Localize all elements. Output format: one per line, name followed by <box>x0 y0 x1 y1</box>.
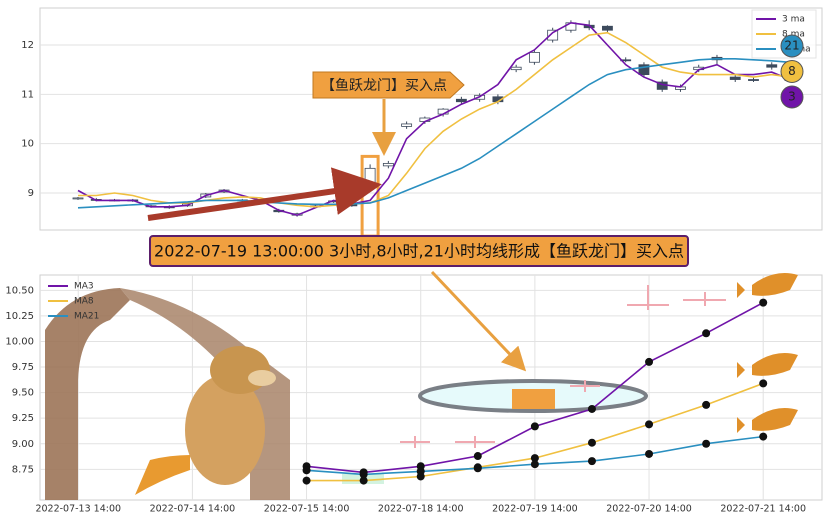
end-marker <box>780 34 804 58</box>
decoration <box>45 272 798 500</box>
series-point <box>587 404 596 413</box>
series-point <box>702 329 711 338</box>
candle-body <box>510 66 522 71</box>
series-point <box>587 438 596 447</box>
series-point <box>702 439 711 448</box>
candle-body <box>455 98 467 103</box>
end-marker <box>780 60 804 83</box>
series-point <box>359 470 368 479</box>
legend-label: 3 ma <box>782 15 805 25</box>
x-tick-label: 2022-07-21 14:00 <box>720 504 806 515</box>
end-marker-label: 8 <box>788 64 796 78</box>
banner-box <box>149 235 689 267</box>
series-point <box>530 460 539 469</box>
candle-body <box>547 29 559 41</box>
signal-box <box>512 389 555 409</box>
series-point <box>530 422 539 431</box>
series-point <box>759 379 768 388</box>
series-point <box>473 452 482 461</box>
series-point <box>473 464 482 473</box>
banner: 2022-07-19 13:00:00 3小时,8小时,21小时均线形成【鱼跃龙… <box>149 235 689 372</box>
banner-text: 2022-07-19 13:00:00 3小时,8小时,21小时均线形成【鱼跃龙… <box>154 242 684 261</box>
series-point <box>645 357 654 366</box>
candle-body <box>401 123 413 127</box>
candle-body <box>72 197 84 200</box>
annotation-text: 【鱼跃龙门】买入点 <box>321 77 447 94</box>
ma-line <box>77 58 791 209</box>
legend-label: MA21 <box>74 312 99 322</box>
candle-body <box>748 79 759 81</box>
end-marker-label: 3 <box>788 90 796 104</box>
y-tick-label: 10.25 <box>5 311 34 322</box>
y-tick-label: 11 <box>21 89 34 100</box>
x-tick-label: 2022-07-20 14:00 <box>606 504 692 515</box>
candle-body <box>528 52 540 63</box>
annotation: 【鱼跃龙门】买入点 <box>147 71 465 221</box>
series-point <box>530 454 539 463</box>
y-tick-label: 9 <box>28 188 34 199</box>
x-tick-label: 2022-07-13 14:00 <box>35 504 121 515</box>
candle-body <box>364 167 376 184</box>
series-point <box>587 457 596 466</box>
candle-body <box>638 64 650 75</box>
trend-arrow <box>147 167 382 221</box>
y-tick-label: 9.00 <box>12 439 34 450</box>
data-layer <box>72 20 796 485</box>
series-point <box>416 467 425 476</box>
x-tick-label: 2022-07-19 14:00 <box>492 504 578 515</box>
candle-body <box>766 64 778 68</box>
series-point <box>645 449 654 458</box>
y-tick-label: 12 <box>21 40 34 51</box>
end-marker <box>780 85 804 109</box>
x-tick-label: 2022-07-15 14:00 <box>264 504 350 515</box>
y-tick-label: 10 <box>21 139 34 150</box>
series-point <box>302 466 311 475</box>
x-tick-label: 2022-07-14 14:00 <box>150 504 236 515</box>
legend-label: MA3 <box>74 282 94 292</box>
x-tick-label: 2022-07-18 14:00 <box>378 504 464 515</box>
legend-label: MA8 <box>74 297 94 307</box>
candle-body <box>382 162 394 167</box>
annotation-box <box>312 71 465 99</box>
y-tick-label: 9.25 <box>12 413 34 424</box>
series-point <box>302 476 311 485</box>
y-tick-label: 9.50 <box>12 388 34 399</box>
y-tick-label: 9.75 <box>12 362 34 373</box>
banner-arrow <box>430 270 527 372</box>
series-point <box>702 400 711 409</box>
candle-body <box>346 204 358 207</box>
candle-body <box>729 76 741 80</box>
series-point <box>759 432 768 441</box>
series-point <box>359 476 368 485</box>
series-point <box>645 420 654 429</box>
end-marker-label: 21 <box>784 39 799 53</box>
series-point <box>759 298 768 307</box>
y-tick-label: 8.75 <box>12 464 34 475</box>
legend-label: 8 ma <box>782 30 805 40</box>
y-tick-label: 10.50 <box>5 285 34 296</box>
candle-body <box>602 25 613 31</box>
y-tick-label: 10.00 <box>5 336 34 347</box>
